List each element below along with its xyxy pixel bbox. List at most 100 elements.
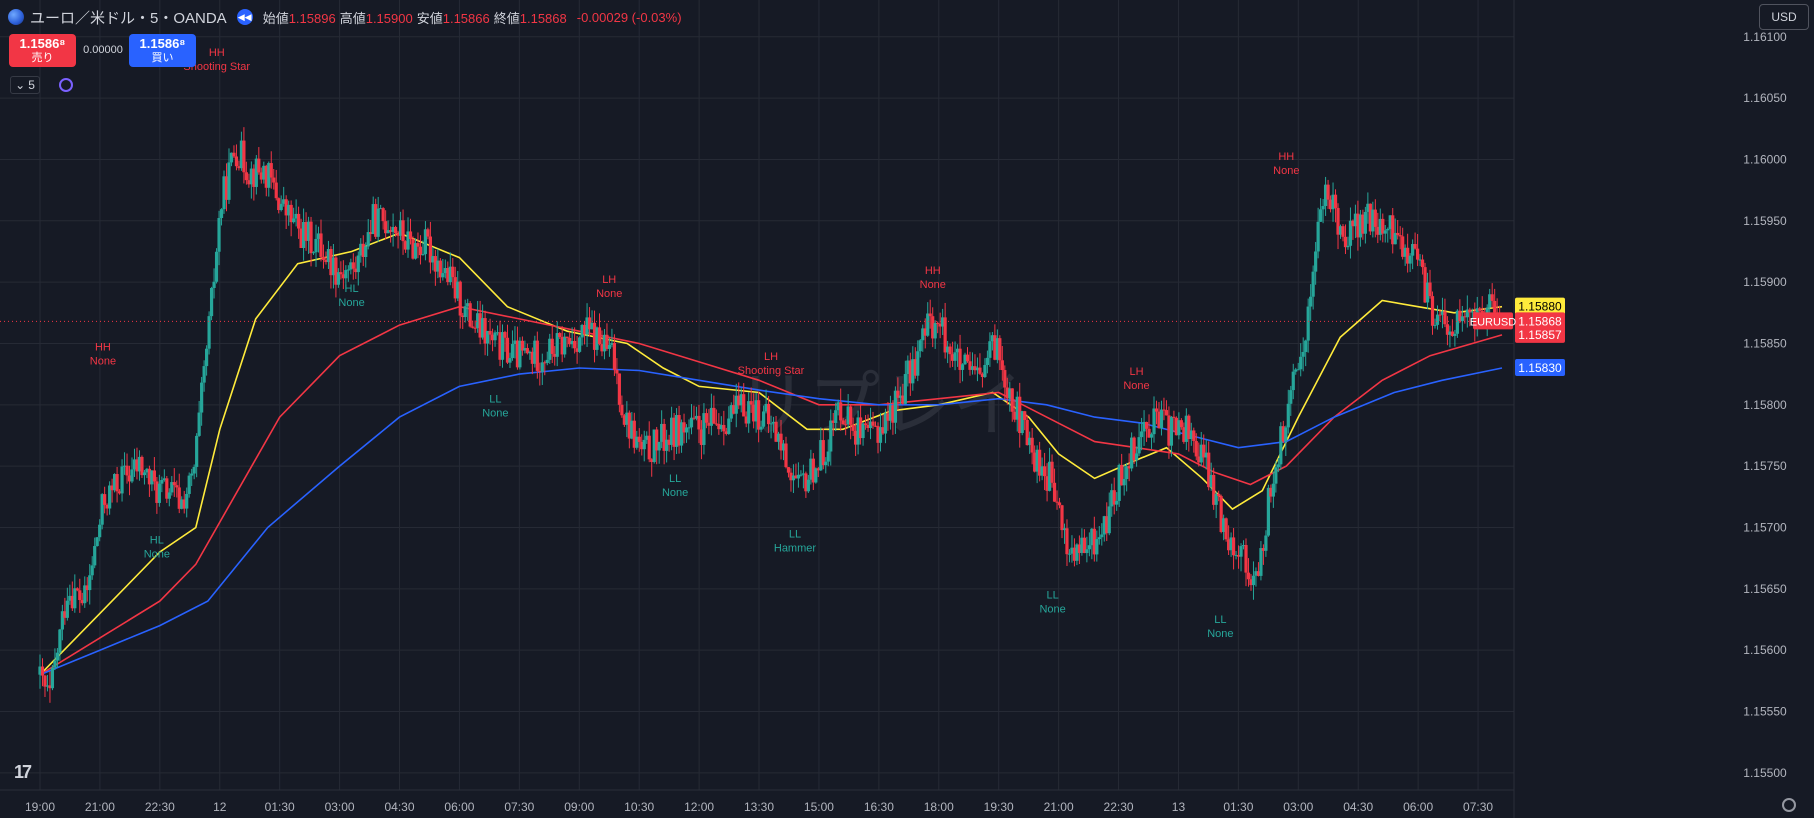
candle-body (339, 272, 343, 275)
candle-body (530, 351, 534, 364)
candle-body (1363, 211, 1367, 234)
x-tick-label: 16:30 (864, 800, 894, 814)
candle-body (553, 353, 557, 357)
candle-body (1005, 387, 1009, 399)
x-tick-label: 06:00 (444, 800, 474, 814)
candle-body (1172, 416, 1176, 418)
candle-body (433, 256, 437, 272)
candle-body (575, 348, 579, 352)
sell-button[interactable]: 1.1586⁸ 売り (9, 34, 76, 67)
candle-body (38, 666, 42, 675)
price-tag: 1.15880 (1518, 300, 1562, 314)
candle-body (1244, 545, 1248, 573)
candle-body (861, 423, 865, 439)
candle-body (1398, 235, 1402, 237)
candle-body (1052, 482, 1057, 502)
candle-body (98, 524, 102, 538)
symbol-title[interactable]: ユーロ／米ドル・5・OANDA (30, 9, 227, 27)
swing-label-type: HH (1278, 151, 1294, 163)
candle-body (759, 426, 763, 430)
candle-body (436, 260, 440, 272)
ohlc-value: 1.15896 (288, 10, 336, 26)
currency-button[interactable]: USD (1759, 4, 1809, 30)
candle-body (665, 439, 669, 451)
candle-body (78, 590, 82, 601)
candle-body (657, 441, 661, 451)
candle-body (1127, 466, 1131, 469)
candle-body (287, 204, 291, 216)
candle-body (1401, 236, 1405, 257)
candle-body (592, 322, 597, 350)
candle-body (801, 473, 805, 475)
candle-body (1003, 370, 1007, 388)
candle-body (309, 221, 313, 254)
candle-body (294, 213, 298, 219)
candle-body (615, 369, 619, 374)
candle-body (1403, 247, 1407, 257)
swing-label-pattern: None (1207, 628, 1233, 640)
candle-body (466, 303, 470, 307)
candle-body (1122, 479, 1126, 486)
sync-icon[interactable] (59, 78, 73, 92)
candle-body (1286, 403, 1290, 428)
candle-body (1430, 296, 1435, 326)
swing-label-pattern: None (144, 548, 170, 560)
y-tick-label: 1.16100 (1743, 30, 1787, 44)
candle-body (112, 474, 117, 491)
y-tick-label: 1.15800 (1743, 398, 1787, 412)
candle-body (40, 666, 45, 676)
candle-body (202, 366, 206, 383)
replay-icon[interactable]: ◀◀ (236, 9, 253, 25)
candle-body (752, 404, 756, 422)
candle-body (349, 262, 353, 270)
candle-body (806, 479, 810, 492)
candle-body (205, 348, 209, 367)
candle-body (172, 482, 176, 486)
candle-body (137, 456, 142, 472)
candle-body (108, 485, 112, 509)
candle-body (93, 546, 97, 566)
candle-body (988, 341, 992, 358)
candle-body (441, 273, 445, 278)
candle-body (975, 367, 980, 371)
candle-body (866, 424, 870, 429)
candle-body (764, 403, 768, 412)
candle-body (244, 172, 248, 181)
candle-body (364, 246, 368, 258)
candle-body (1207, 452, 1211, 488)
candle-body (55, 652, 60, 661)
candle-body (645, 435, 649, 440)
candle-body (1115, 500, 1119, 505)
candle-body (943, 317, 947, 353)
candle-body (1333, 194, 1338, 208)
buy-button[interactable]: 1.1586⁸ 買い (129, 34, 196, 67)
candle-body (819, 440, 823, 471)
candle-body (896, 390, 900, 398)
candle-body (289, 204, 293, 223)
candle-body (498, 332, 502, 360)
candle-body (1264, 535, 1268, 551)
candle-body (468, 303, 472, 327)
candle-body (371, 204, 375, 235)
candle-body (1087, 545, 1091, 550)
candle-body (1346, 245, 1350, 248)
candle-body (990, 335, 994, 342)
sell-price: 1.1586⁸ (19, 36, 66, 51)
candle-body (555, 333, 559, 357)
candle-body (931, 316, 935, 339)
candle-body (155, 481, 159, 503)
candle-body (622, 415, 626, 425)
candle-body (242, 140, 246, 173)
candle-body (1137, 437, 1141, 454)
timeframe-toggle[interactable]: ⌄ 5 (10, 76, 40, 94)
candle-body (970, 366, 975, 370)
candle-body (911, 359, 915, 384)
candle-body (316, 233, 321, 239)
candle-body (841, 420, 845, 425)
candle-body (851, 424, 855, 431)
candle-body (117, 491, 122, 494)
settings-icon[interactable] (1782, 798, 1796, 812)
candle-body (1204, 452, 1208, 458)
candle-body (115, 474, 119, 492)
